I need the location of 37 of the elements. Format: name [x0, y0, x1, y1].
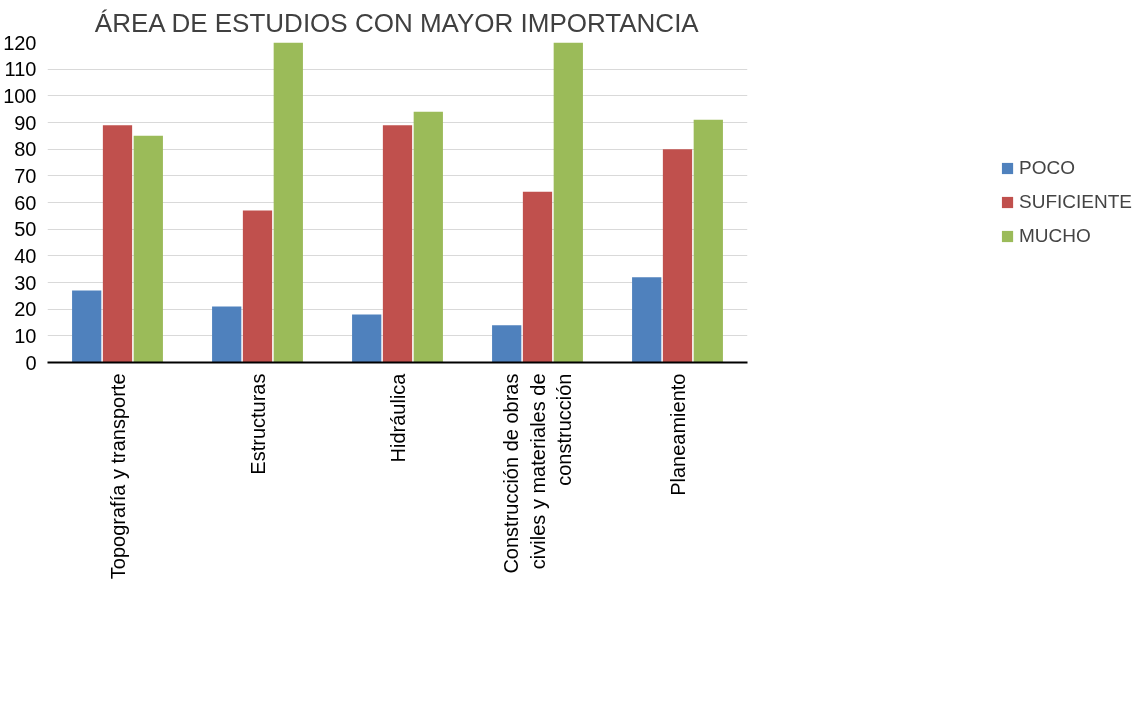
y-tick-label: 30 — [14, 271, 37, 294]
bar — [382, 125, 413, 363]
bar — [662, 149, 693, 363]
y-tick-label: 110 — [4, 58, 37, 81]
y-tick-label: 100 — [3, 84, 37, 107]
x-tick-label: Topografía y transporte — [106, 373, 129, 580]
bar — [632, 277, 662, 363]
y-tick-label: 20 — [14, 298, 37, 321]
bar — [273, 42, 303, 363]
y-tick-label: 50 — [14, 218, 37, 241]
bar — [553, 42, 583, 363]
x-tick-label: Construcción de obras civiles y materiales de construcción — [500, 373, 575, 574]
bar — [522, 191, 553, 363]
bar — [133, 135, 163, 363]
legend-label: SUFICIENTE — [1019, 191, 1132, 213]
y-tick-label: 0 — [25, 351, 37, 374]
x-tick-label: Hidráulica — [386, 372, 409, 463]
bar — [72, 290, 102, 363]
bar — [413, 111, 443, 363]
legend-label: POCO — [1019, 157, 1075, 179]
y-tick-label: 70 — [14, 164, 37, 187]
bar — [352, 314, 382, 363]
bar — [693, 119, 723, 363]
chart-title: ÁREA DE ESTUDIOS CON MAYOR IMPORTANCIA — [94, 7, 700, 38]
bar — [492, 325, 522, 363]
x-tick-label: Planeamiento — [666, 373, 689, 496]
bar — [212, 306, 242, 363]
y-tick-label: 90 — [14, 111, 37, 134]
y-tick-label: 60 — [14, 191, 37, 214]
y-tick-label: 40 — [14, 244, 37, 267]
bar — [102, 125, 133, 363]
bar — [242, 210, 273, 363]
y-tick-label: 120 — [3, 31, 37, 54]
y-tick-label: 10 — [14, 324, 37, 347]
x-tick-label: Estructuras — [246, 373, 269, 475]
legend-label: MUCHO — [1019, 225, 1091, 247]
y-tick-label: 80 — [14, 138, 37, 161]
